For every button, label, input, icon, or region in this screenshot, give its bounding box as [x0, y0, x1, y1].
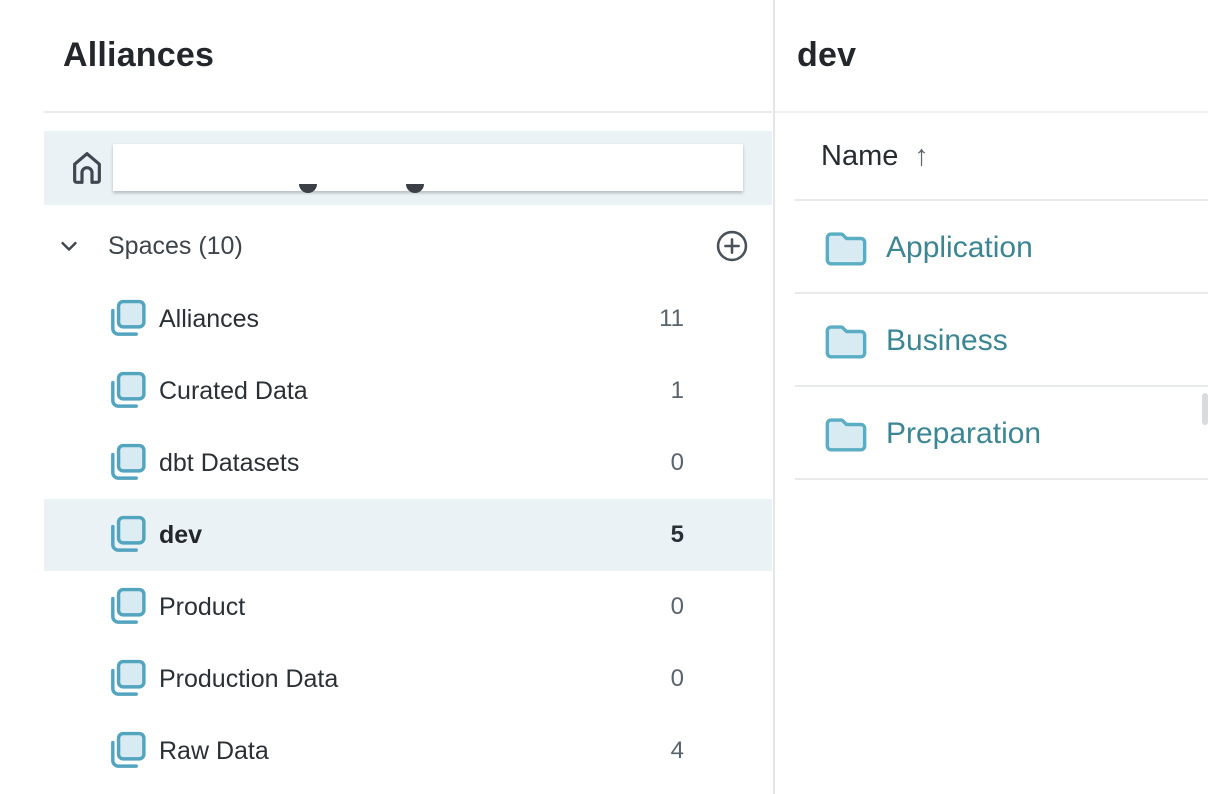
space-icon	[111, 587, 146, 624]
space-count: 0	[670, 449, 684, 476]
main-title-divider	[775, 111, 1208, 113]
space-name: Production Data	[159, 664, 339, 693]
space-icon	[111, 299, 146, 336]
space-count: 5	[670, 521, 684, 548]
name-column-label: Name	[821, 140, 899, 172]
sidebar-title-divider	[44, 111, 772, 113]
add-circle-icon	[716, 230, 748, 262]
space-icon	[111, 443, 146, 480]
main-panel: dev Name ↑ Application Business	[775, 0, 1208, 794]
space-count: 0	[670, 665, 684, 692]
column-header-name[interactable]: Name ↑	[775, 113, 1208, 200]
sidebar-title: Alliances	[63, 36, 215, 74]
sidebar-item-curated-data[interactable]: Curated Data 1	[44, 355, 772, 427]
folder-row-application[interactable]: Application	[775, 201, 1208, 294]
folder-icon	[825, 324, 867, 359]
space-count: 11	[659, 305, 684, 332]
space-count: 0	[670, 593, 684, 620]
space-name: Product	[159, 592, 246, 621]
page-title: dev	[797, 36, 857, 74]
panel-divider	[773, 0, 775, 794]
spaces-list: Alliances 11 Curated Data 1 dbt Datasets…	[44, 283, 772, 787]
folder-name-link: Application	[886, 230, 1033, 264]
redacted-overlay	[113, 144, 743, 191]
sort-ascending-icon: ↑	[914, 140, 929, 172]
sidebar-item-dbt-datasets[interactable]: dbt Datasets 0	[44, 427, 772, 499]
folder-list: Application Business Preparation	[775, 201, 1208, 480]
home-row[interactable]	[44, 131, 772, 205]
space-count: 1	[670, 377, 684, 404]
space-name: Curated Data	[159, 376, 308, 405]
space-icon	[111, 515, 146, 552]
sidebar-item-raw-data[interactable]: Raw Data 4	[44, 715, 772, 787]
sidebar: Alliances Spaces (10)	[44, 36, 772, 787]
space-name: Raw Data	[159, 736, 269, 765]
folder-icon	[825, 231, 867, 266]
folder-name-link: Preparation	[886, 416, 1042, 450]
spaces-section-header[interactable]: Spaces (10)	[44, 220, 772, 272]
sidebar-item-product[interactable]: Product 0	[44, 571, 772, 643]
add-space-button[interactable]	[714, 228, 750, 264]
scrollbar-thumb[interactable]	[1202, 393, 1208, 425]
sidebar-item-production-data[interactable]: Production Data 0	[44, 643, 772, 715]
folder-row-business[interactable]: Business	[775, 294, 1208, 387]
space-icon	[111, 659, 146, 696]
space-icon	[111, 731, 146, 768]
spaces-section-label: Spaces (10)	[108, 231, 243, 260]
space-name: dev	[159, 520, 203, 549]
redacted-text-descender	[406, 184, 424, 193]
space-icon	[111, 371, 146, 408]
sidebar-item-dev[interactable]: dev 5	[44, 499, 772, 571]
sidebar-item-alliances[interactable]: Alliances 11	[44, 283, 772, 355]
space-name: Alliances	[159, 304, 260, 333]
redacted-text-descender	[299, 184, 317, 193]
space-count: 4	[670, 737, 684, 764]
folder-icon	[825, 417, 867, 452]
chevron-down-icon	[61, 241, 77, 251]
space-name: dbt Datasets	[159, 448, 300, 477]
home-icon	[73, 152, 101, 184]
folder-name-link: Business	[886, 323, 1008, 357]
table-header-divider	[795, 199, 1208, 201]
folder-row-preparation[interactable]: Preparation	[775, 387, 1208, 480]
